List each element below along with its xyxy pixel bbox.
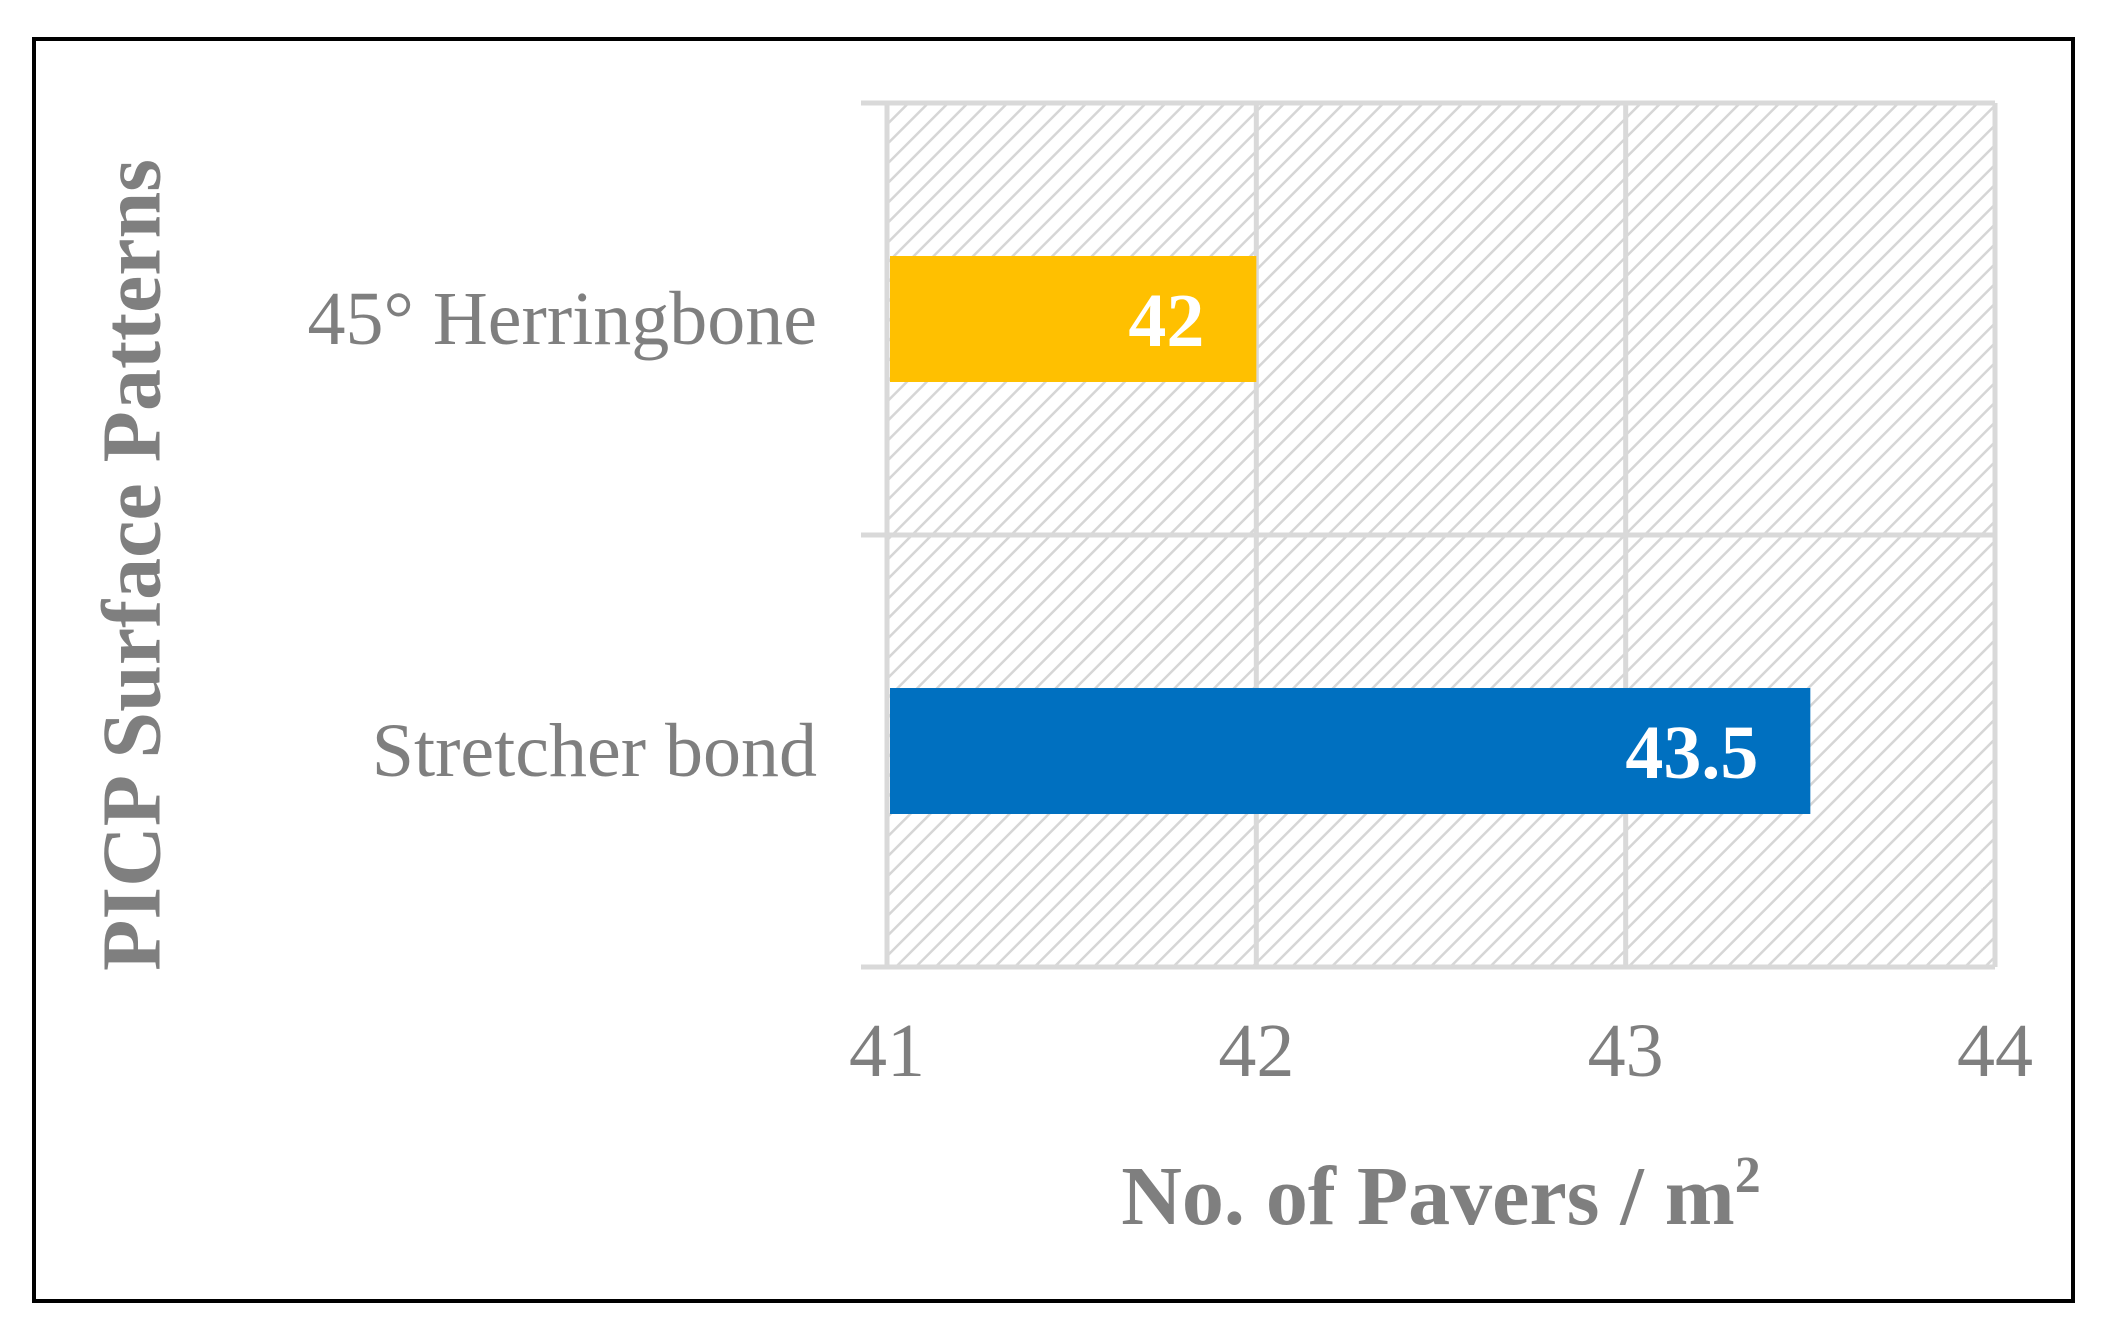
y-axis-title: PICP Surface Patterns [85,159,178,971]
x-tick-label: 41 [849,1009,925,1093]
x-axis-title-superscript: 2 [1735,1147,1761,1204]
x-tick-label: 42 [1218,1009,1294,1093]
category-label: 45° Herringbone [308,277,817,361]
x-tick-label: 43 [1588,1009,1664,1093]
bars [890,256,1811,814]
gridlines [861,100,1998,970]
x-tick-labels: 41 42 43 44 [849,1009,2033,1093]
x-tick-label: 44 [1957,1009,2033,1093]
bar [890,256,1257,382]
data-label: 42 [1128,279,1204,363]
data-label: 43.5 [1625,711,1758,795]
category-labels: 45° Herringbone Stretcher bond [308,277,817,793]
data-labels: 42 43.5 [1128,279,1758,795]
x-axis-title-text: No. of Pavers / m [1121,1150,1735,1243]
bar [890,688,1811,814]
x-axis-title: No. of Pavers / m2 [1121,1147,1761,1243]
category-label: Stretcher bond [372,709,817,793]
